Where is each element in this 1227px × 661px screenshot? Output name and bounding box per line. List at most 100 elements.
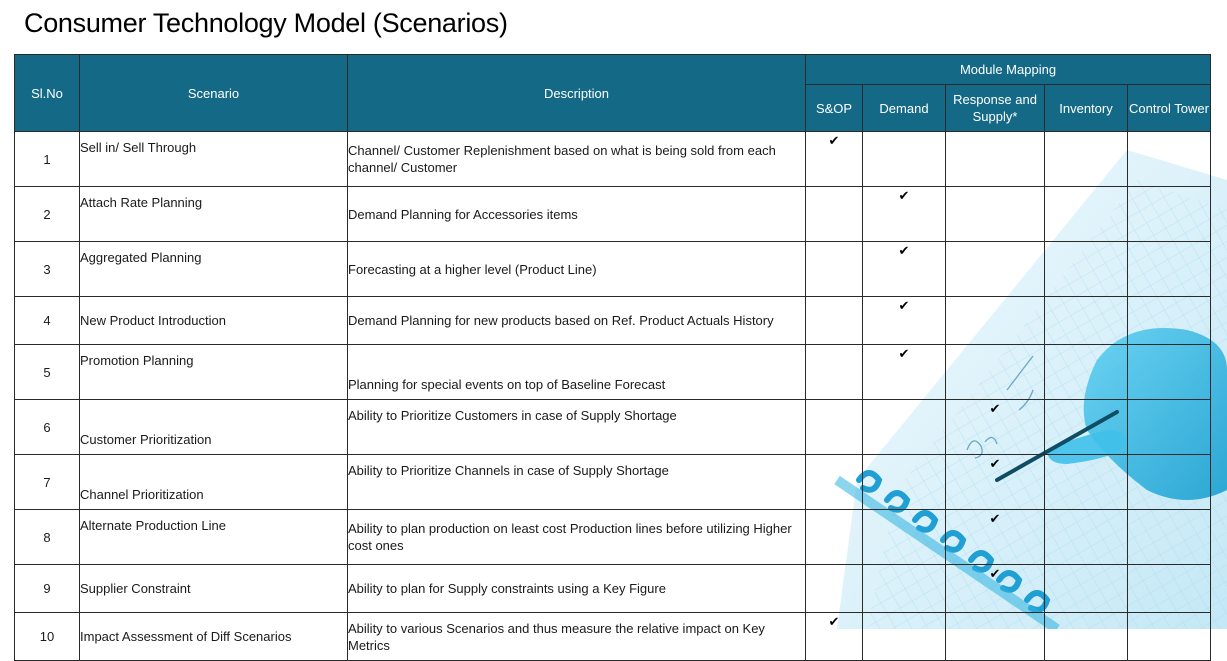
scenario-name: New Product Introduction — [79, 296, 348, 345]
module-cell-inventory — [1044, 186, 1128, 242]
table-row: 6 Customer Prioritization Ability to Pri… — [14, 399, 1212, 455]
module-cell-inventory — [1044, 612, 1128, 661]
scenario-description: Ability to Prioritize Channels in case o… — [347, 454, 806, 510]
checkmark-icon: ✔ — [989, 456, 1001, 471]
module-cell-inventory — [1044, 131, 1128, 187]
scenario-name: Promotion Planning — [79, 344, 348, 400]
module-cell-control-tower — [1126, 564, 1212, 613]
row-number: 7 — [14, 454, 80, 510]
scenario-description: Ability to various Scenarios and thus me… — [347, 612, 806, 661]
scenario-description: Ability to Prioritize Customers in case … — [347, 399, 806, 455]
scenario-table: Sl.No Scenario Description Module Mappin… — [14, 54, 1212, 661]
module-cell-sop — [805, 399, 863, 455]
module-cell-sop — [805, 564, 863, 613]
module-cell-control-tower — [1126, 509, 1212, 565]
row-number: 6 — [14, 399, 80, 455]
scenario-description: Channel/ Customer Replenishment based on… — [347, 131, 806, 187]
module-cell-demand: ✔ — [862, 186, 946, 242]
module-cell-demand — [862, 564, 946, 613]
table-row: 1 Sell in/ Sell Through Channel/ Custome… — [14, 131, 1212, 187]
module-cell-sop: ✔ — [805, 131, 863, 187]
header-slno: Sl.No — [14, 54, 80, 132]
module-cell-control-tower — [1126, 296, 1212, 345]
checkmark-icon: ✔ — [898, 188, 910, 203]
module-cell-inventory — [1044, 344, 1128, 400]
checkmark-icon: ✔ — [828, 133, 840, 148]
checkmark-icon: ✔ — [989, 566, 1001, 581]
table-row: 2 Attach Rate Planning Demand Planning f… — [14, 186, 1212, 242]
header-module-control-tower: Control Tower — [1126, 84, 1212, 132]
scenario-name: Channel Prioritization — [79, 454, 348, 510]
module-cell-demand: ✔ — [862, 296, 946, 345]
module-cell-response-supply — [945, 241, 1045, 297]
scenario-description: Demand Planning for new products based o… — [347, 296, 806, 345]
row-number: 2 — [14, 186, 80, 242]
table-row: 3 Aggregated Planning Forecasting at a h… — [14, 241, 1212, 297]
page-title: Consumer Technology Model (Scenarios) — [24, 8, 508, 38]
table-row: 8 Alternate Production Line Ability to p… — [14, 509, 1212, 565]
checkmark-icon: ✔ — [898, 298, 910, 313]
module-cell-response-supply: ✔ — [945, 399, 1045, 455]
row-number: 8 — [14, 509, 80, 565]
module-cell-sop — [805, 509, 863, 565]
module-cell-response-supply — [945, 131, 1045, 187]
module-cell-demand — [862, 509, 946, 565]
module-cell-inventory — [1044, 454, 1128, 510]
scenario-name: Alternate Production Line — [79, 509, 348, 565]
module-cell-inventory — [1044, 564, 1128, 613]
scenario-description: Ability to plan for Supply constraints u… — [347, 564, 806, 613]
module-cell-inventory — [1044, 296, 1128, 345]
module-cell-demand — [862, 131, 946, 187]
table-row: 5 Promotion Planning Planning for specia… — [14, 344, 1212, 400]
row-number: 3 — [14, 241, 80, 297]
module-cell-inventory — [1044, 399, 1128, 455]
module-cell-inventory — [1044, 241, 1128, 297]
scenario-description: Planning for special events on top of Ba… — [347, 344, 806, 400]
header-module-response-supply: Response and Supply* — [945, 84, 1045, 132]
checkmark-icon: ✔ — [989, 401, 1001, 416]
module-cell-response-supply — [945, 296, 1045, 345]
module-cell-demand: ✔ — [862, 344, 946, 400]
checkmark-icon: ✔ — [898, 243, 910, 258]
module-cell-sop — [805, 296, 863, 345]
scenario-name: Impact Assessment of Diff Scenarios — [79, 612, 348, 661]
scenario-name: Customer Prioritization — [79, 399, 348, 455]
module-cell-inventory — [1044, 509, 1128, 565]
header-module-sop: S&OP — [805, 84, 863, 132]
table-row: 7 Channel Prioritization Ability to Prio… — [14, 454, 1212, 510]
module-cell-demand — [862, 399, 946, 455]
header-scenario: Scenario — [79, 54, 348, 132]
scenario-description: Ability to plan production on least cost… — [347, 509, 806, 565]
scenario-description: Forecasting at a higher level (Product L… — [347, 241, 806, 297]
module-cell-response-supply: ✔ — [945, 564, 1045, 613]
scenario-name: Aggregated Planning — [79, 241, 348, 297]
module-cell-sop — [805, 344, 863, 400]
row-number: 9 — [14, 564, 80, 613]
table-row: 4 New Product Introduction Demand Planni… — [14, 296, 1212, 345]
module-cell-response-supply: ✔ — [945, 454, 1045, 510]
header-module-mapping: Module Mapping — [804, 54, 1212, 85]
scenario-name: Supplier Constraint — [79, 564, 348, 613]
header-module-inventory: Inventory — [1044, 84, 1128, 132]
module-cell-control-tower — [1126, 344, 1212, 400]
module-cell-control-tower — [1126, 131, 1212, 187]
module-cell-response-supply — [945, 344, 1045, 400]
row-number: 1 — [14, 131, 80, 187]
module-cell-sop — [805, 186, 863, 242]
row-number: 4 — [14, 296, 80, 345]
module-cell-response-supply: ✔ — [945, 509, 1045, 565]
module-cell-response-supply — [945, 186, 1045, 242]
module-cell-control-tower — [1126, 241, 1212, 297]
module-cell-sop — [805, 454, 863, 510]
header-module-demand: Demand — [862, 84, 946, 132]
scenario-name: Sell in/ Sell Through — [79, 131, 348, 187]
scenario-name: Attach Rate Planning — [79, 186, 348, 242]
module-cell-demand — [862, 454, 946, 510]
table-row: 10 Impact Assessment of Diff Scenarios A… — [14, 612, 1212, 661]
module-cell-sop — [805, 241, 863, 297]
row-number: 10 — [14, 612, 80, 661]
module-cell-control-tower — [1126, 186, 1212, 242]
row-number: 5 — [14, 344, 80, 400]
scenario-description: Demand Planning for Accessories items — [347, 186, 806, 242]
checkmark-icon: ✔ — [989, 511, 1001, 526]
